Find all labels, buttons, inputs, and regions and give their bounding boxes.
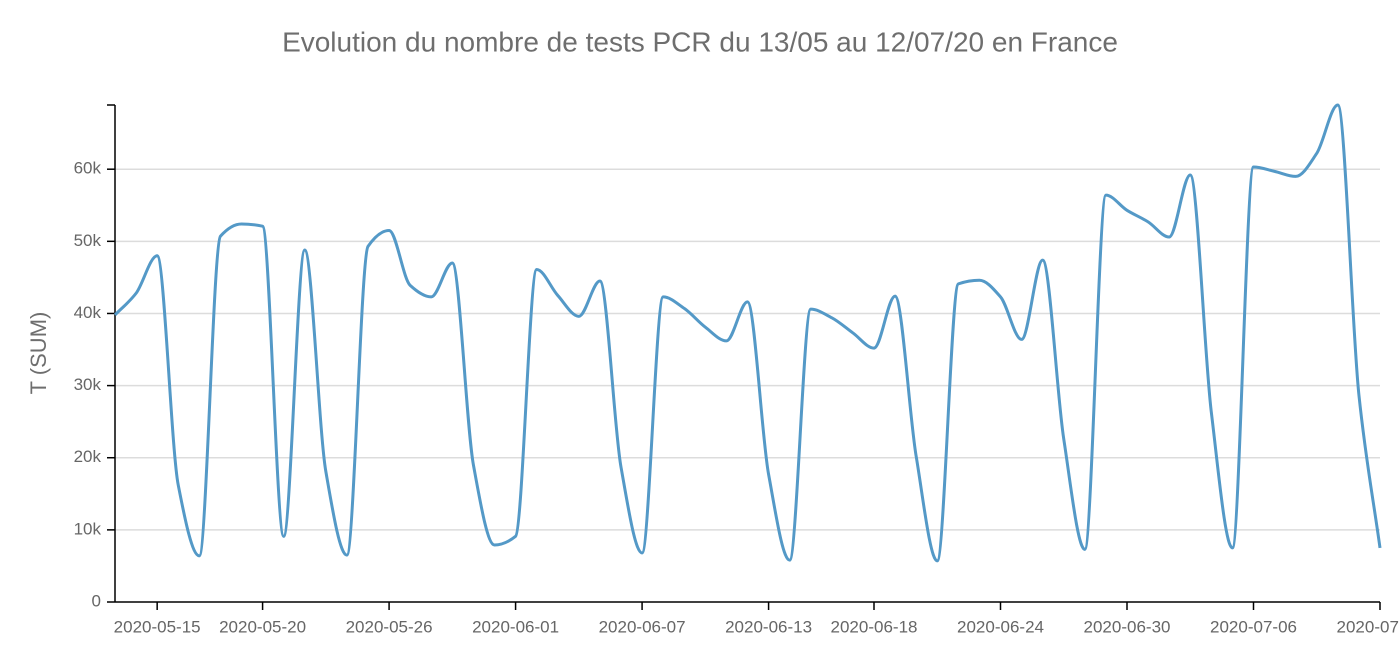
- x-tick-label: 2020-06-18: [831, 617, 918, 636]
- y-tick-label: 0: [92, 591, 101, 610]
- x-tick-label: 2020-05-20: [219, 617, 306, 636]
- x-tick-label: 2020-05-15: [114, 617, 201, 636]
- y-axis-label: T (SUM): [26, 312, 51, 395]
- y-tick-label: 10k: [74, 519, 102, 538]
- x-tick-label: 2020-05-26: [346, 617, 433, 636]
- x-tick-label: 2020-06-30: [1084, 617, 1171, 636]
- y-tick-label: 40k: [74, 303, 102, 322]
- x-tick-label: 2020-06-01: [472, 617, 559, 636]
- y-tick-label: 60k: [74, 159, 102, 178]
- x-tick-label: 2020-06-13: [725, 617, 812, 636]
- y-tick-label: 30k: [74, 375, 102, 394]
- y-tick-label: 20k: [74, 447, 102, 466]
- chart-title: Evolution du nombre de tests PCR du 13/0…: [282, 26, 1118, 57]
- y-tick-label: 50k: [74, 231, 102, 250]
- x-tick-label: 2020-07-12: [1337, 617, 1399, 636]
- x-tick-label: 2020-06-07: [599, 617, 686, 636]
- x-tick-label: 2020-06-24: [957, 617, 1044, 636]
- x-tick-label: 2020-07-06: [1210, 617, 1297, 636]
- line: [113, 103, 1382, 563]
